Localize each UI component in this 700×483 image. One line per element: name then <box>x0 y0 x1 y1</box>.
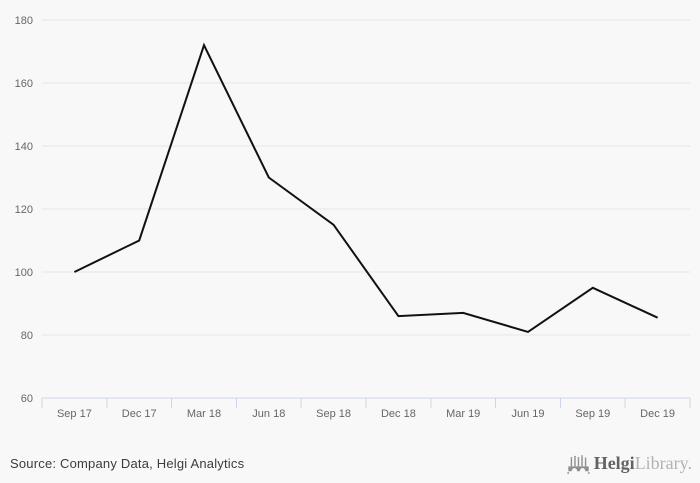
line-chart: 60 80 100 120 140 160 180 Sep 17 Dec 17 Mar 18 Jun… <box>15 15 691 420</box>
y-axis-tick-label: 80 <box>21 330 33 342</box>
y-axis-tick-label: 160 <box>15 78 33 90</box>
series-line <box>73 42 659 333</box>
x-axis-tick-label: Dec 17 <box>122 408 157 420</box>
x-axis-tick-label: Dec 19 <box>640 408 675 420</box>
x-axis-tick-label: Jun 18 <box>252 408 285 420</box>
x-axis-tick-label: Dec 18 <box>381 408 416 420</box>
x-axis-tick-label: Mar 19 <box>446 408 480 420</box>
bridge-skyline-icon <box>566 454 590 474</box>
x-axis-tick-label: Sep 17 <box>57 408 92 420</box>
y-axis-tick-label: 60 <box>21 393 33 405</box>
y-axis-tick-label: 100 <box>15 267 33 279</box>
helgi-library-logo: Helgi Library. <box>566 452 692 476</box>
source-text: Source: Company Data, Helgi Analytics <box>10 456 245 471</box>
logo-text-helgi: Helgi <box>593 453 635 473</box>
y-axis-tick-label: 140 <box>15 141 33 153</box>
logo-text-library: Library. <box>634 453 692 473</box>
chart-footer: Source: Company Data, Helgi Analytics <box>0 430 700 483</box>
y-axis-tick-label: 120 <box>15 204 33 216</box>
x-axis-tick-label: Jun 19 <box>511 408 544 420</box>
x-axis-tick-label: Mar 18 <box>187 408 221 420</box>
y-axis-tick-label: 180 <box>15 15 33 27</box>
x-axis-tick-label: Sep 18 <box>316 408 351 420</box>
x-axis-tick-label: Sep 19 <box>575 408 610 420</box>
